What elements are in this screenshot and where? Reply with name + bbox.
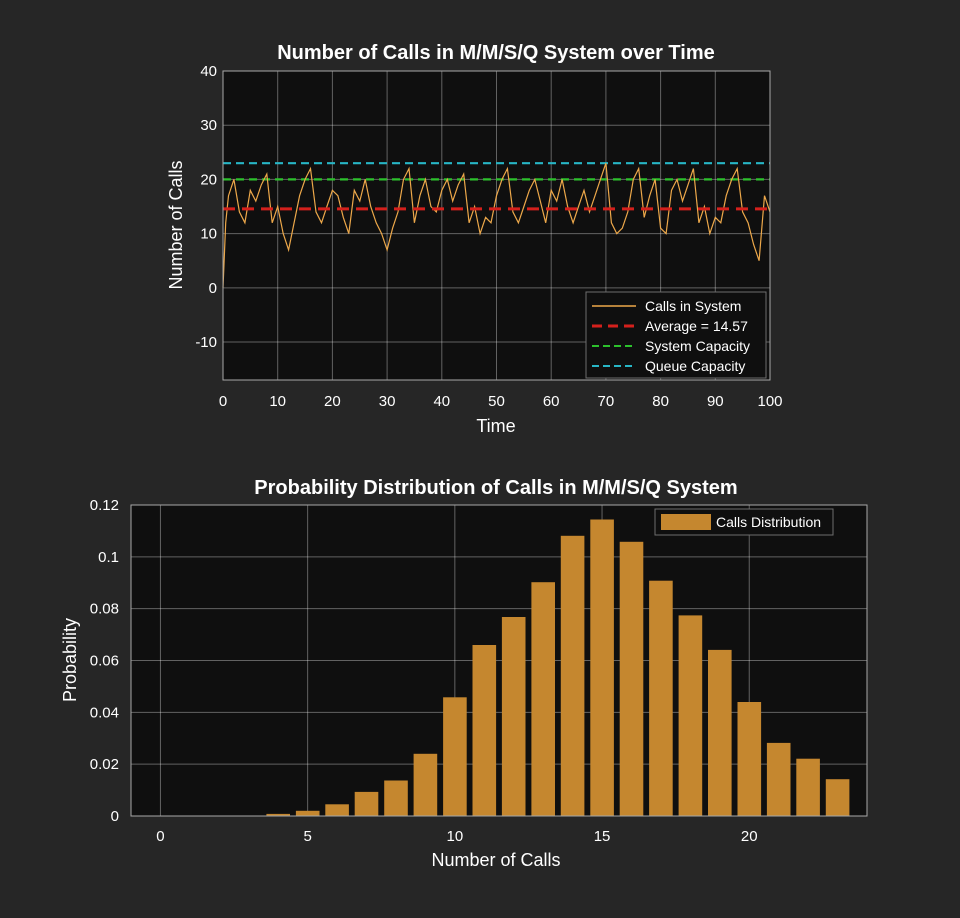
line-chart-x-tick-label: 20 [324, 393, 341, 410]
bar-calls-5 [295, 810, 320, 816]
bar-calls-11 [472, 645, 497, 816]
bar-calls-7 [354, 791, 379, 816]
line-chart-y-ticks: -10 0 10 20 30 40 [195, 63, 217, 351]
bar-calls-9 [413, 753, 438, 816]
line-chart-y-tick-label: 20 [200, 171, 217, 188]
bar-calls-22 [796, 758, 820, 816]
bar-chart-y-label: Probability [60, 618, 80, 702]
bar-calls-20 [737, 702, 762, 816]
bar-chart-y-tick-label: 0.08 [90, 601, 119, 618]
line-chart-series [222, 162, 771, 288]
line-chart-y-tick-label: 30 [200, 117, 217, 134]
line-chart-x-label: Time [476, 416, 515, 436]
bar-chart-x-tick-label: 0 [156, 828, 164, 845]
bar-chart-y-tick-label: 0.1 [98, 549, 119, 566]
bar-chart-x-tick-label: 5 [303, 828, 311, 845]
line-chart-y-label: Number of Calls [166, 160, 186, 289]
line-chart-x-tick-label: 80 [652, 393, 669, 410]
bar-calls-18 [678, 615, 703, 816]
bar-chart-x-tick-label: 10 [446, 828, 463, 845]
line-chart-y-tick-label: 0 [209, 280, 217, 297]
bar-chart-y-ticks: 0 0.02 0.04 0.06 0.08 0.1 0.12 [90, 497, 119, 825]
bar-calls-16 [619, 541, 644, 816]
line-chart-x-tick-label: 40 [433, 393, 450, 410]
bar-chart-legend-swatch [661, 514, 711, 530]
bar-chart-legend: Calls Distribution [654, 508, 834, 536]
line-chart-title: Number of Calls in M/M/S/Q System over T… [277, 42, 715, 64]
line-chart-legend-label: Calls in System [645, 298, 741, 314]
bar-calls-4 [266, 813, 290, 816]
bar-chart-grid [131, 504, 867, 817]
line-chart-legend-label: Average = 14.57 [645, 318, 748, 334]
line-chart-legend-label: Queue Capacity [645, 358, 745, 374]
bar-calls-23 [825, 779, 850, 816]
bar-calls-6 [325, 804, 349, 816]
line-chart-x-tick-label: 10 [269, 393, 286, 410]
bar-calls-15 [590, 519, 614, 816]
bar-chart-x-label: Number of Calls [431, 850, 560, 870]
line-chart-frame [222, 70, 771, 381]
line-chart-x-tick-label: 100 [757, 393, 782, 410]
bar-chart-y-tick-label: 0 [111, 808, 119, 825]
bar-calls-21 [766, 742, 791, 816]
bar-chart-y-tick-label: 0.02 [90, 756, 119, 773]
bar-calls-10 [443, 697, 467, 816]
bar-chart-legend-label: Calls Distribution [716, 514, 821, 530]
bar-chart: 0 5 10 15 20 0 0.02 0.04 0.06 0.08 0.1 0.12 Probab… [60, 477, 868, 870]
bar-calls-12 [501, 617, 526, 816]
bar-chart-frame [130, 504, 868, 817]
bar-chart-y-tick-label: 0.12 [90, 497, 119, 514]
line-chart-x-tick-label: 0 [219, 393, 227, 410]
line-chart-y-tick-label: -10 [195, 334, 217, 351]
bar-calls-14 [560, 535, 585, 816]
bar-chart-x-tick-label: 20 [741, 828, 758, 845]
line-chart-legend: Calls in System Average = 14.57 System Cap… [585, 291, 767, 379]
line-chart-y-tick-label: 10 [200, 226, 217, 243]
bar-chart-bars [266, 519, 850, 816]
bar-chart-x-tick-label: 15 [594, 828, 611, 845]
bar-calls-13 [531, 582, 555, 816]
bar-chart-y-tick-label: 0.04 [90, 704, 119, 721]
line-chart-x-tick-label: 70 [598, 393, 615, 410]
line-chart-legend-label: System Capacity [645, 338, 750, 354]
bar-calls-17 [649, 580, 673, 816]
bar-chart-x-ticks: 0 5 10 15 20 [156, 828, 757, 845]
line-chart-x-tick-label: 90 [707, 393, 724, 410]
line-chart-x-ticks: 0 10 20 30 40 50 60 70 80 90 100 [219, 393, 783, 410]
line-chart-y-tick-label: 40 [200, 63, 217, 80]
line-chart-x-tick-label: 30 [379, 393, 396, 410]
line-chart-x-tick-label: 60 [543, 393, 560, 410]
line-chart: 0 10 20 30 40 50 60 70 80 90 100 -10 0 10 20 30 40 Numb… [166, 42, 783, 436]
bar-chart-title: Probability Distribution of Calls in M/M… [254, 477, 737, 499]
bar-chart-y-tick-label: 0.06 [90, 653, 119, 670]
bar-calls-8 [384, 780, 408, 816]
bar-calls-19 [708, 649, 732, 816]
line-chart-x-tick-label: 50 [488, 393, 505, 410]
